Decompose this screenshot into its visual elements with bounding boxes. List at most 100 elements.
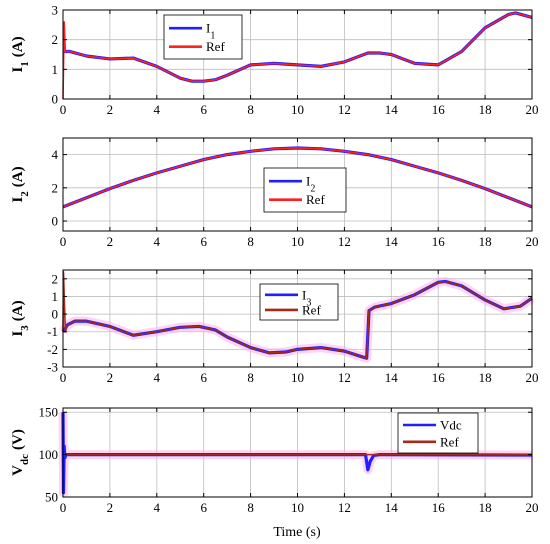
legend-label-main: I — [206, 21, 210, 36]
x-tick-label: 12 — [338, 500, 351, 515]
y-tick-label: -3 — [47, 360, 58, 375]
legend-box — [259, 283, 339, 321]
x-tick-label: 0 — [60, 500, 67, 515]
x-tick-label: 16 — [432, 370, 446, 385]
x-tick-label: 12 — [338, 370, 351, 385]
x-tick-label: 14 — [385, 234, 399, 249]
x-tick-label: 18 — [479, 102, 492, 117]
y-tick-label: 50 — [45, 490, 58, 505]
legend-label-ref: Ref — [206, 39, 225, 54]
legend-label-sub: 1 — [210, 30, 215, 41]
x-tick-label: 8 — [247, 370, 254, 385]
x-tick-label: 14 — [385, 370, 399, 385]
tick-marks — [62, 408, 533, 498]
legend-box — [263, 167, 347, 213]
y-axis-label-unit: (A) — [10, 36, 26, 57]
y-tick-label: 1 — [52, 62, 59, 77]
y-tick-label: 0 — [52, 307, 59, 322]
y-axis-label-main: I — [10, 331, 26, 337]
y-axis-label-main: V — [10, 465, 26, 476]
y-axis-label: I2 (A) — [10, 166, 31, 202]
legend-label-ref: Ref — [302, 302, 321, 317]
x-tick-label: 10 — [291, 500, 304, 515]
x-tick-labels: 0 2 4 6 8 10 12 14 16 18 20 — [60, 102, 539, 117]
tick-marks — [62, 9, 533, 100]
legend-label-main: Ref — [302, 302, 321, 317]
legend-label-ref: Ref — [306, 192, 325, 207]
x-tick-label: 2 — [107, 102, 114, 117]
x-tick-label: 20 — [526, 370, 539, 385]
y-tick-label: -1 — [47, 324, 58, 339]
x-tick-label: 4 — [154, 102, 161, 117]
x-tick-label: 0 — [60, 370, 67, 385]
x-tick-label: 20 — [526, 500, 539, 515]
legend-label-i2: I2 — [306, 174, 315, 195]
y-axis-label: I1 (A) — [10, 36, 31, 72]
legend-label-i3: I3 — [302, 287, 311, 308]
x-tick-label: 16 — [432, 500, 446, 515]
y-tick-labels: 0 1 2 3 — [52, 3, 59, 107]
series-lines — [62, 146, 533, 209]
y-tick-label: 1 — [52, 289, 59, 304]
x-tick-labels: 0 2 4 6 8 10 12 14 16 18 20 — [60, 234, 539, 249]
y-axis-label: Vdc (V) — [10, 429, 31, 476]
legend: I3 Ref — [259, 283, 339, 321]
x-tick-labels: 0 2 4 6 8 10 12 14 16 18 20 — [60, 500, 539, 515]
y-tick-label: 2 — [52, 180, 59, 195]
y-tick-label: 0 — [52, 214, 59, 229]
series-lines — [61, 270, 533, 360]
panel-i2: 0 2 4 6 8 10 12 14 16 18 20 024 I2(A) I2 Ref — [10, 137, 539, 249]
series-lines — [61, 412, 533, 495]
tick-marks — [62, 138, 533, 231]
series-line-ref — [62, 12, 533, 100]
x-tick-label: 12 — [338, 234, 351, 249]
legend-label-vdc: Vdc — [440, 418, 462, 433]
series-line-ref — [62, 147, 533, 208]
y-tick-label: 2 — [52, 32, 59, 47]
legend-label-main: Ref — [206, 39, 225, 54]
x-tick-label: 0 — [60, 102, 67, 117]
legend-label-main: Ref — [440, 434, 459, 449]
legend: I1 Ref — [163, 14, 243, 60]
x-tick-label: 20 — [526, 102, 539, 117]
x-tick-label: 12 — [338, 102, 351, 117]
legend-label-i1: I1 — [206, 21, 215, 42]
x-tick-label: 2 — [107, 500, 114, 515]
legend-box — [397, 412, 479, 454]
y-tick-label: 2 — [52, 271, 59, 286]
y-axis-label-sub: 3 — [19, 325, 31, 331]
x-tick-label: 4 — [154, 500, 161, 515]
x-tick-label: 10 — [291, 102, 304, 117]
legend-box — [163, 14, 243, 60]
legend-label-main: Vdc — [440, 418, 462, 433]
x-tick-label: 4 — [154, 370, 161, 385]
y-tick-label: 0 — [52, 92, 59, 107]
legend-label-sub: 2 — [310, 183, 315, 194]
x-tick-label: 4 — [154, 234, 161, 249]
legend-label-sub: 3 — [306, 297, 311, 308]
y-tick-labels: 0 2 4 — [52, 147, 59, 228]
y-axis-label-sub: 1 — [19, 61, 31, 67]
x-axis-label: Time (s) — [273, 525, 321, 540]
legend-label-main: I — [306, 174, 310, 189]
x-tick-label: 16 — [432, 234, 446, 249]
legend-label-main: Ref — [306, 192, 325, 207]
x-tick-label: 8 — [247, 234, 254, 249]
y-tick-label: 4 — [52, 147, 59, 162]
x-tick-label: 18 — [479, 370, 492, 385]
legend-label-main: I — [302, 287, 306, 302]
x-tick-labels: 0 2 4 6 8 10 12 14 16 18 20 — [60, 370, 539, 385]
y-tick-labels: 50 100 150 — [39, 405, 59, 505]
x-tick-label: 16 — [432, 102, 446, 117]
y-axis-label-unit: (A) — [10, 300, 26, 321]
x-tick-label: 10 — [291, 234, 304, 249]
y-axis-label-sub: 2 — [19, 191, 31, 197]
series-line-ref — [62, 270, 533, 359]
tick-marks — [62, 270, 533, 368]
y-tick-label: 150 — [39, 405, 59, 420]
x-tick-label: 2 — [107, 370, 114, 385]
